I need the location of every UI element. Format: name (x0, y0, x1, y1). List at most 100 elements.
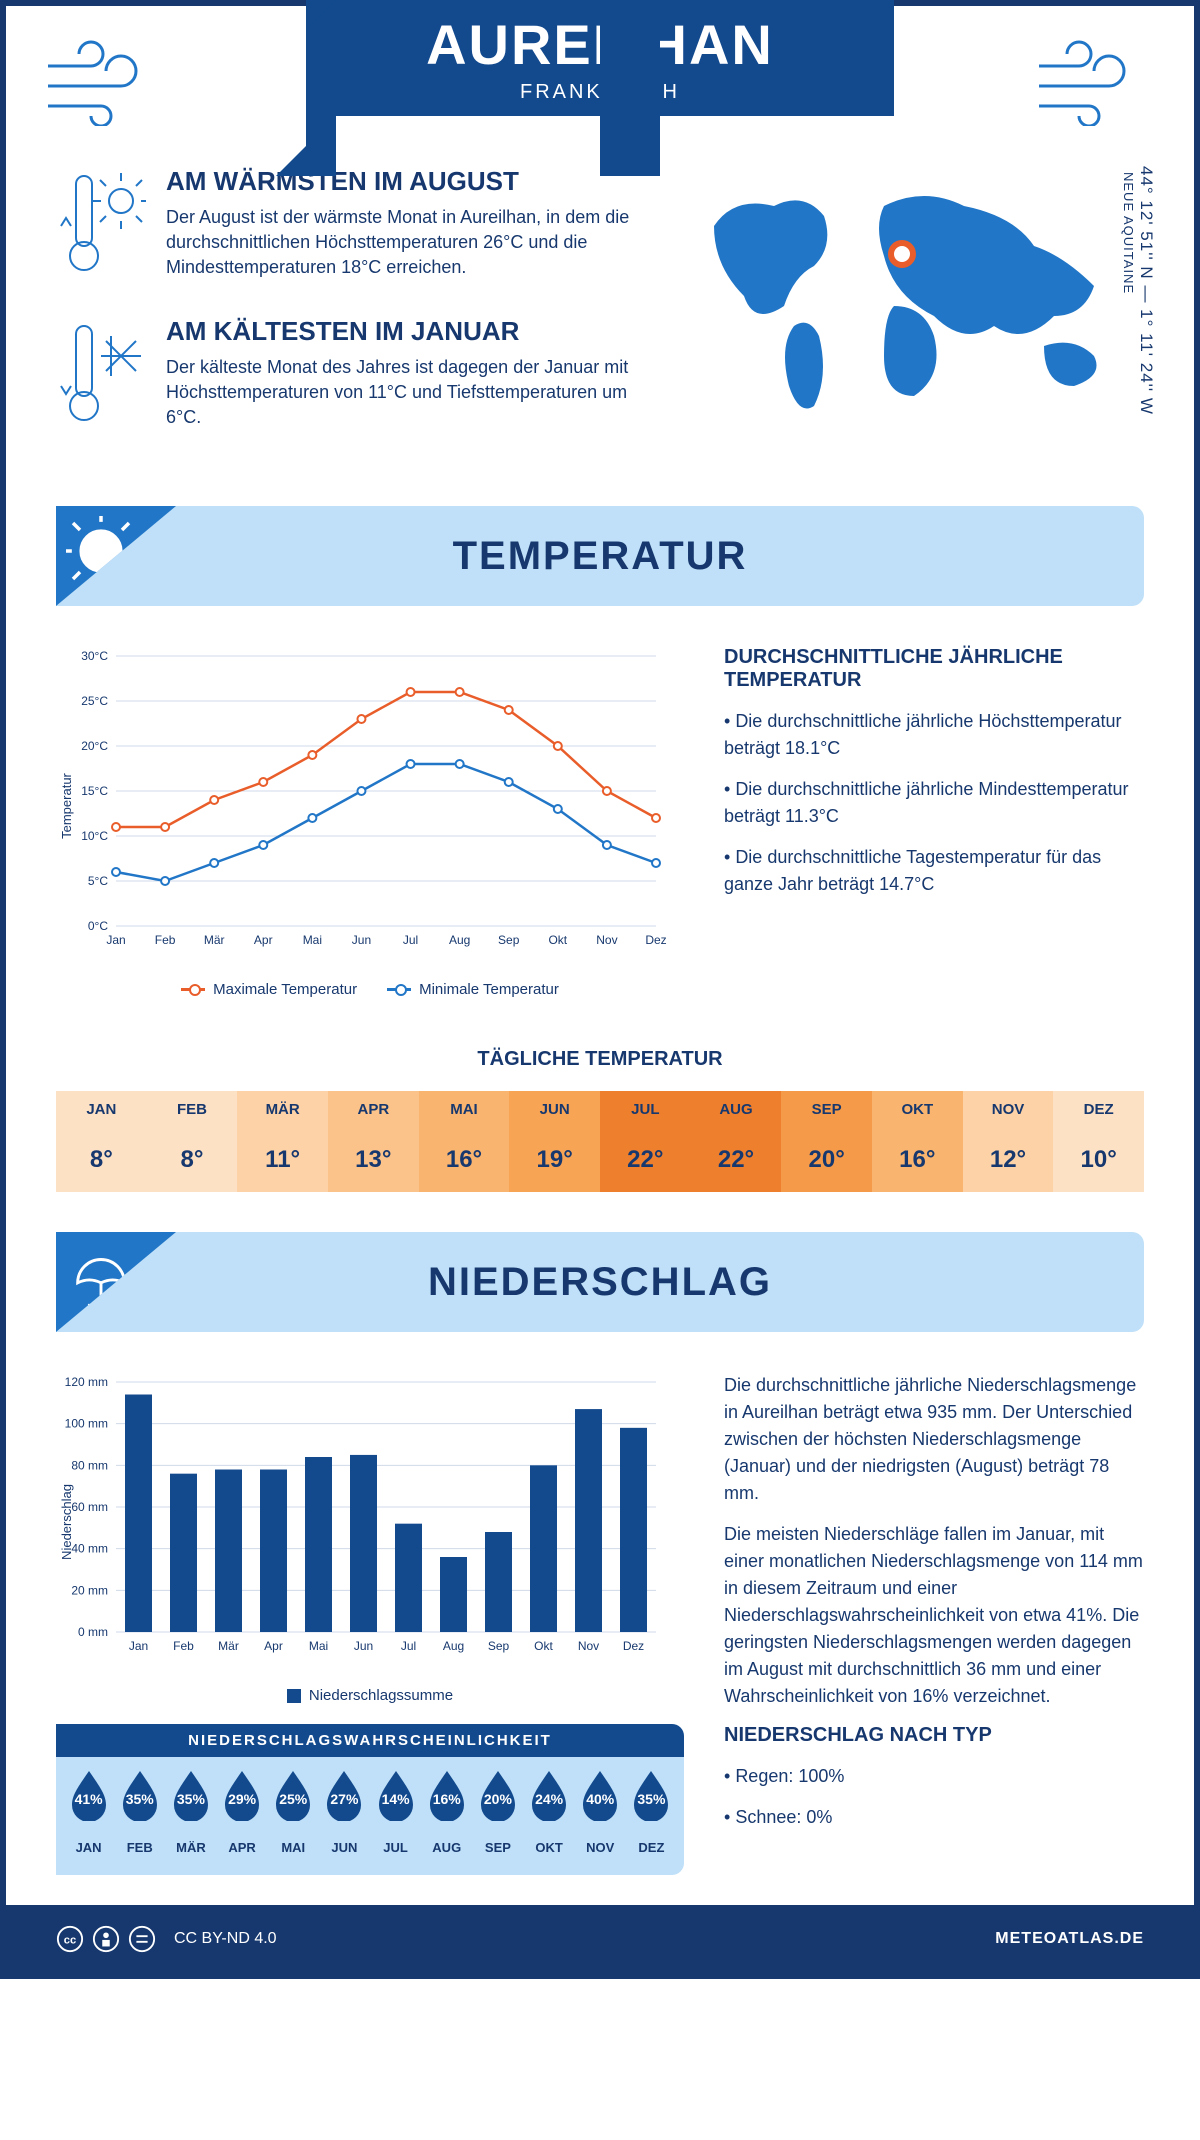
warmest-title: AM WÄRMSTEN IM AUGUST (166, 166, 644, 197)
probability-month: APR (218, 1840, 267, 1855)
avg-temp-bullet: Die durchschnittliche Tagestemperatur fü… (724, 844, 1144, 898)
thermometer-snow-icon (56, 316, 146, 436)
brand: METEOATLAS.DE (995, 1930, 1144, 1948)
temp-table-value: 10° (1053, 1128, 1144, 1192)
footer: cc CC BY-ND 4.0 METEOATLAS.DE (6, 1905, 1194, 1973)
temp-table-month: JUN (509, 1091, 600, 1128)
probability-drop: 40% (576, 1767, 625, 1826)
temp-table-month: MÄR (237, 1091, 328, 1128)
temp-table-month: JUL (600, 1091, 691, 1128)
temp-legend: .legend-item:nth-child(1) .legend-swatch… (56, 981, 684, 998)
sun-icon (66, 516, 136, 586)
probability-drop: 14% (371, 1767, 420, 1826)
precip-legend: Niederschlagssumme (56, 1687, 684, 1704)
svg-text:30°C: 30°C (81, 649, 108, 663)
header: AUREILHAN FRANKREICH (6, 6, 1194, 136)
svg-text:Mai: Mai (303, 933, 322, 947)
svg-text:Feb: Feb (173, 1639, 194, 1653)
svg-text:80 mm: 80 mm (71, 1458, 108, 1472)
temp-table-month: FEB (147, 1091, 238, 1128)
probability-drop: 35% (166, 1767, 215, 1826)
umbrella-icon (66, 1242, 136, 1312)
precip-text: Die durchschnittliche jährliche Niedersc… (724, 1372, 1144, 1875)
probability-month: JUN (320, 1840, 369, 1855)
svg-text:Aug: Aug (443, 1639, 464, 1653)
svg-text:20 mm: 20 mm (71, 1583, 108, 1597)
svg-text:Jan: Jan (129, 1639, 148, 1653)
svg-text:0°C: 0°C (88, 919, 108, 933)
probability-month: MAI (269, 1840, 318, 1855)
temp-line-chart: 0°C5°C10°C15°C20°C25°C30°CJanFebMärAprMa… (56, 646, 684, 998)
svg-text:Sep: Sep (498, 933, 520, 947)
coldest-fact: AM KÄLTESTEN IM JANUAR Der kälteste Mona… (56, 316, 644, 436)
temp-table-value: 22° (600, 1128, 691, 1192)
probability-drop: 20% (473, 1767, 522, 1826)
avg-temp-bullet: Die durchschnittliche jährliche Mindestt… (724, 776, 1144, 830)
svg-text:10°C: 10°C (81, 829, 108, 843)
avg-temp-text: DURCHSCHNITTLICHE JÄHRLICHE TEMPERATUR D… (724, 646, 1144, 998)
thermometer-sun-icon (56, 166, 146, 286)
probability-drop: 16% (422, 1767, 471, 1826)
temp-table-month: APR (328, 1091, 419, 1128)
probability-month: MÄR (166, 1840, 215, 1855)
probability-month: NOV (576, 1840, 625, 1855)
svg-text:Okt: Okt (534, 1639, 553, 1653)
svg-text:5°C: 5°C (88, 874, 108, 888)
svg-text:Sep: Sep (488, 1639, 510, 1653)
svg-text:20°C: 20°C (81, 739, 108, 753)
probability-drop: 35% (627, 1767, 676, 1826)
probability-month: JAN (64, 1840, 113, 1855)
svg-text:Mär: Mär (204, 933, 225, 947)
svg-text:Jul: Jul (403, 933, 418, 947)
country-subtitle: FRANKREICH (426, 81, 774, 104)
svg-text:Apr: Apr (264, 1639, 283, 1653)
avg-temp-bullet: Die durchschnittliche jährliche Höchstte… (724, 708, 1144, 762)
coordinates: 44° 12' 51'' N — 1° 11' 24'' W NEUE AQUI… (1121, 166, 1156, 415)
temp-table-value: 8° (56, 1128, 147, 1192)
temp-table-month: DEZ (1053, 1091, 1144, 1128)
section-title: TEMPERATUR (453, 534, 748, 579)
daily-temp-heading: TÄGLICHE TEMPERATUR (6, 1048, 1194, 1071)
probability-drop: 24% (525, 1767, 574, 1826)
avg-temp-heading: DURCHSCHNITTLICHE JÄHRLICHE TEMPERATUR (724, 646, 1144, 692)
probability-month: SEP (473, 1840, 522, 1855)
svg-text:cc: cc (64, 1935, 76, 1947)
temp-table-value: 13° (328, 1128, 419, 1192)
section-banner-temp: TEMPERATUR (56, 506, 1144, 606)
svg-text:Mär: Mär (218, 1639, 239, 1653)
title-banner: AUREILHAN FRANKREICH (306, 0, 894, 116)
svg-text:Jul: Jul (401, 1639, 416, 1653)
top-facts: AM WÄRMSTEN IM AUGUST Der August ist der… (6, 136, 1194, 486)
temp-table-value: 11° (237, 1128, 328, 1192)
temp-table-value: 22° (691, 1128, 782, 1192)
svg-text:120 mm: 120 mm (65, 1375, 108, 1389)
svg-text:Nov: Nov (578, 1639, 599, 1653)
cc-icon: cc (56, 1925, 84, 1953)
precip-bar-chart: 0 mm20 mm40 mm60 mm80 mm100 mm120 mmJanF… (56, 1372, 676, 1672)
svg-text:Jun: Jun (352, 933, 371, 947)
svg-text:Temperatur: Temperatur (59, 772, 74, 838)
precip-type-heading: NIEDERSCHLAG NACH TYP (724, 1724, 1144, 1747)
probability-drop: 25% (269, 1767, 318, 1826)
by-icon (92, 1925, 120, 1953)
temp-table-month: NOV (963, 1091, 1054, 1128)
svg-text:Apr: Apr (254, 933, 273, 947)
svg-text:25°C: 25°C (81, 694, 108, 708)
temp-table-month: SEP (781, 1091, 872, 1128)
probability-month: AUG (422, 1840, 471, 1855)
city-title: AUREILHAN (426, 12, 774, 77)
svg-text:Niederschlag: Niederschlag (59, 1484, 74, 1560)
temp-table-value: 19° (509, 1128, 600, 1192)
svg-text:Jan: Jan (106, 933, 125, 947)
temp-table-value: 8° (147, 1128, 238, 1192)
svg-text:Aug: Aug (449, 933, 470, 947)
svg-text:40 mm: 40 mm (71, 1542, 108, 1556)
temp-table-month: AUG (691, 1091, 782, 1128)
svg-text:15°C: 15°C (81, 784, 108, 798)
probability-drop: 41% (64, 1767, 113, 1826)
probability-month: JUL (371, 1840, 420, 1855)
wind-icon (46, 36, 166, 126)
section-title: NIEDERSCHLAG (428, 1260, 772, 1305)
svg-text:Mai: Mai (309, 1639, 328, 1653)
temp-table-value: 16° (419, 1128, 510, 1192)
